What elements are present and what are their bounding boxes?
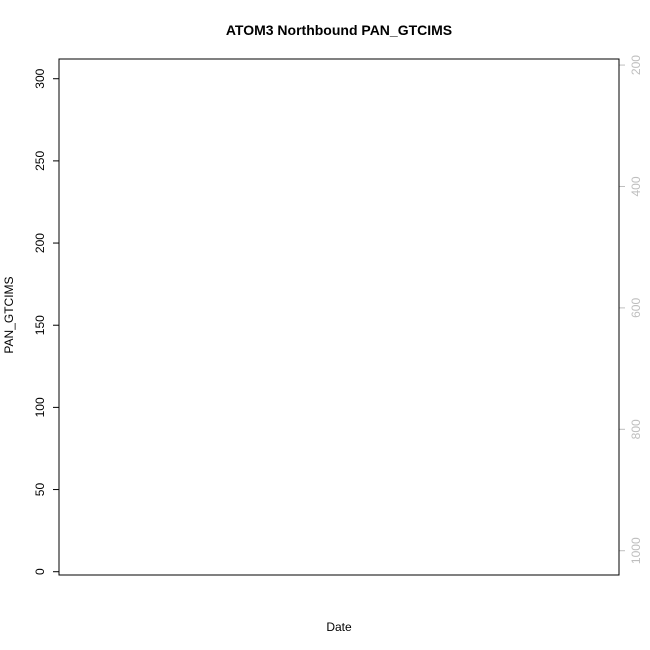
plot-frame <box>58 58 620 576</box>
y-tick-label: 150 <box>33 315 47 335</box>
x-axis-label: Date <box>326 620 352 634</box>
y-tick-label: 250 <box>33 151 47 171</box>
secondary-y-tick-label: 600 <box>629 298 643 318</box>
y-tick-label: 100 <box>33 397 47 417</box>
y-tick-label: 300 <box>33 68 47 88</box>
y-tick-label: 200 <box>33 233 47 253</box>
chart-title: ATOM3 Northbound PAN_GTCIMS <box>226 22 452 38</box>
secondary-y-tick-label: 1000 <box>629 537 643 564</box>
plot-layer: 050100150200250300Oct 15Oct 17Oct 19Oct … <box>33 55 643 575</box>
secondary-y-tick-label: 800 <box>629 419 643 439</box>
y-tick-label: 0 <box>33 568 47 575</box>
y-tick-label: 50 <box>33 483 47 497</box>
secondary-y-tick-label: 200 <box>629 55 643 75</box>
y-axis-label: PAN_GTCIMS <box>2 276 16 353</box>
secondary-y-tick-label: 400 <box>629 176 643 196</box>
